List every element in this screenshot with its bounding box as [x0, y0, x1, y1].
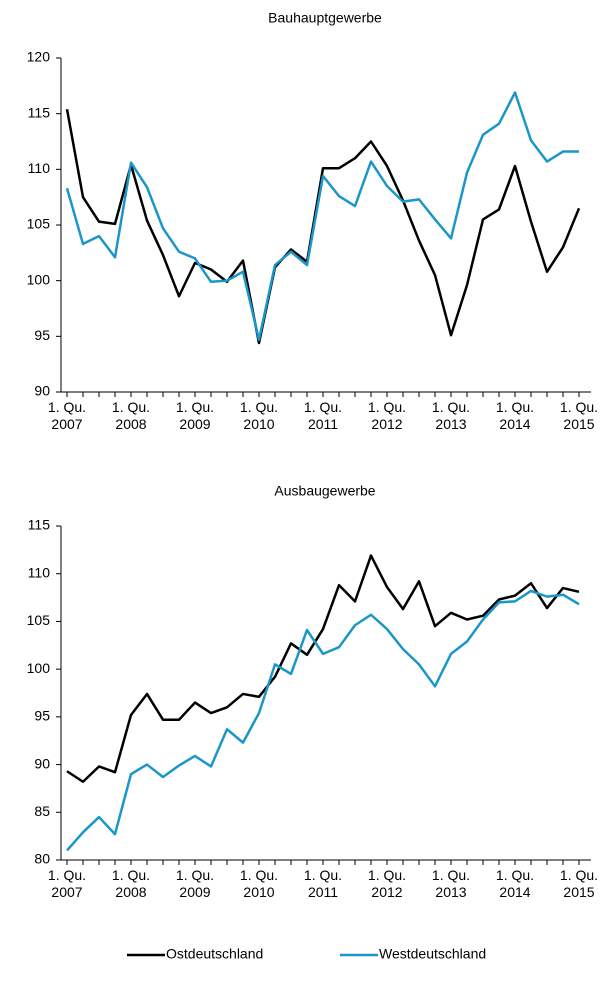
y-tick-label: 105: [27, 612, 51, 628]
series-line: [65, 91, 579, 341]
x-tick-label: 1. Qu. 2015: [559, 399, 599, 432]
x-tick-label: 1. Qu. 2011: [303, 867, 343, 900]
x-tick-label: 1. Qu. 2010: [239, 867, 279, 900]
x-tick-label: 1. Qu. 2014: [495, 399, 535, 432]
y-tick-label: 115: [28, 517, 51, 533]
y-tick-label: 85: [34, 803, 50, 819]
y-tick-label: 120: [27, 49, 51, 65]
x-tick-label: 1. Qu. 2014: [495, 867, 535, 900]
x-tick-label: 1. Qu. 2007: [47, 867, 87, 900]
x-tick-label: 1. Qu. 2012: [367, 399, 407, 432]
y-tick-label: 95: [34, 327, 50, 343]
x-tick-label: 1. Qu. 2012: [367, 867, 407, 900]
y-tick-label: 90: [34, 755, 50, 771]
x-tick-label: 1. Qu. 2015: [559, 867, 599, 900]
series-line: [66, 589, 580, 852]
y-tick-label: 105: [27, 216, 51, 232]
chart-title: Bauhauptgewerbe: [268, 10, 382, 26]
x-tick-label: 1. Qu. 2007: [47, 399, 87, 432]
y-tick-label: 90: [34, 383, 50, 399]
x-tick-label: 1. Qu. 2011: [303, 399, 343, 432]
series-line: [65, 108, 581, 345]
y-tick-label: 115: [28, 104, 51, 120]
y-tick-label: 110: [28, 564, 51, 580]
x-tick-label: 1. Qu. 2010: [239, 399, 279, 432]
legend-label: Westdeutschland: [379, 946, 486, 962]
y-tick-label: 100: [27, 660, 51, 676]
y-tick-label: 95: [34, 708, 50, 724]
y-tick-label: 110: [28, 160, 51, 176]
legend-label: Ostdeutschland: [166, 946, 263, 962]
x-tick-label: 1. Qu. 2013: [431, 867, 471, 900]
x-tick-label: 1. Qu. 2008: [111, 399, 151, 432]
x-tick-label: 1. Qu. 2009: [175, 867, 215, 900]
x-tick-label: 1. Qu. 2009: [175, 399, 215, 432]
series-line: [66, 554, 580, 783]
x-tick-label: 1. Qu. 2013: [431, 399, 471, 432]
chart-title: Ausbaugewerbe: [274, 483, 375, 499]
y-tick-label: 100: [27, 271, 51, 287]
y-tick-label: 80: [34, 851, 50, 867]
x-tick-label: 1. Qu. 2008: [111, 867, 151, 900]
